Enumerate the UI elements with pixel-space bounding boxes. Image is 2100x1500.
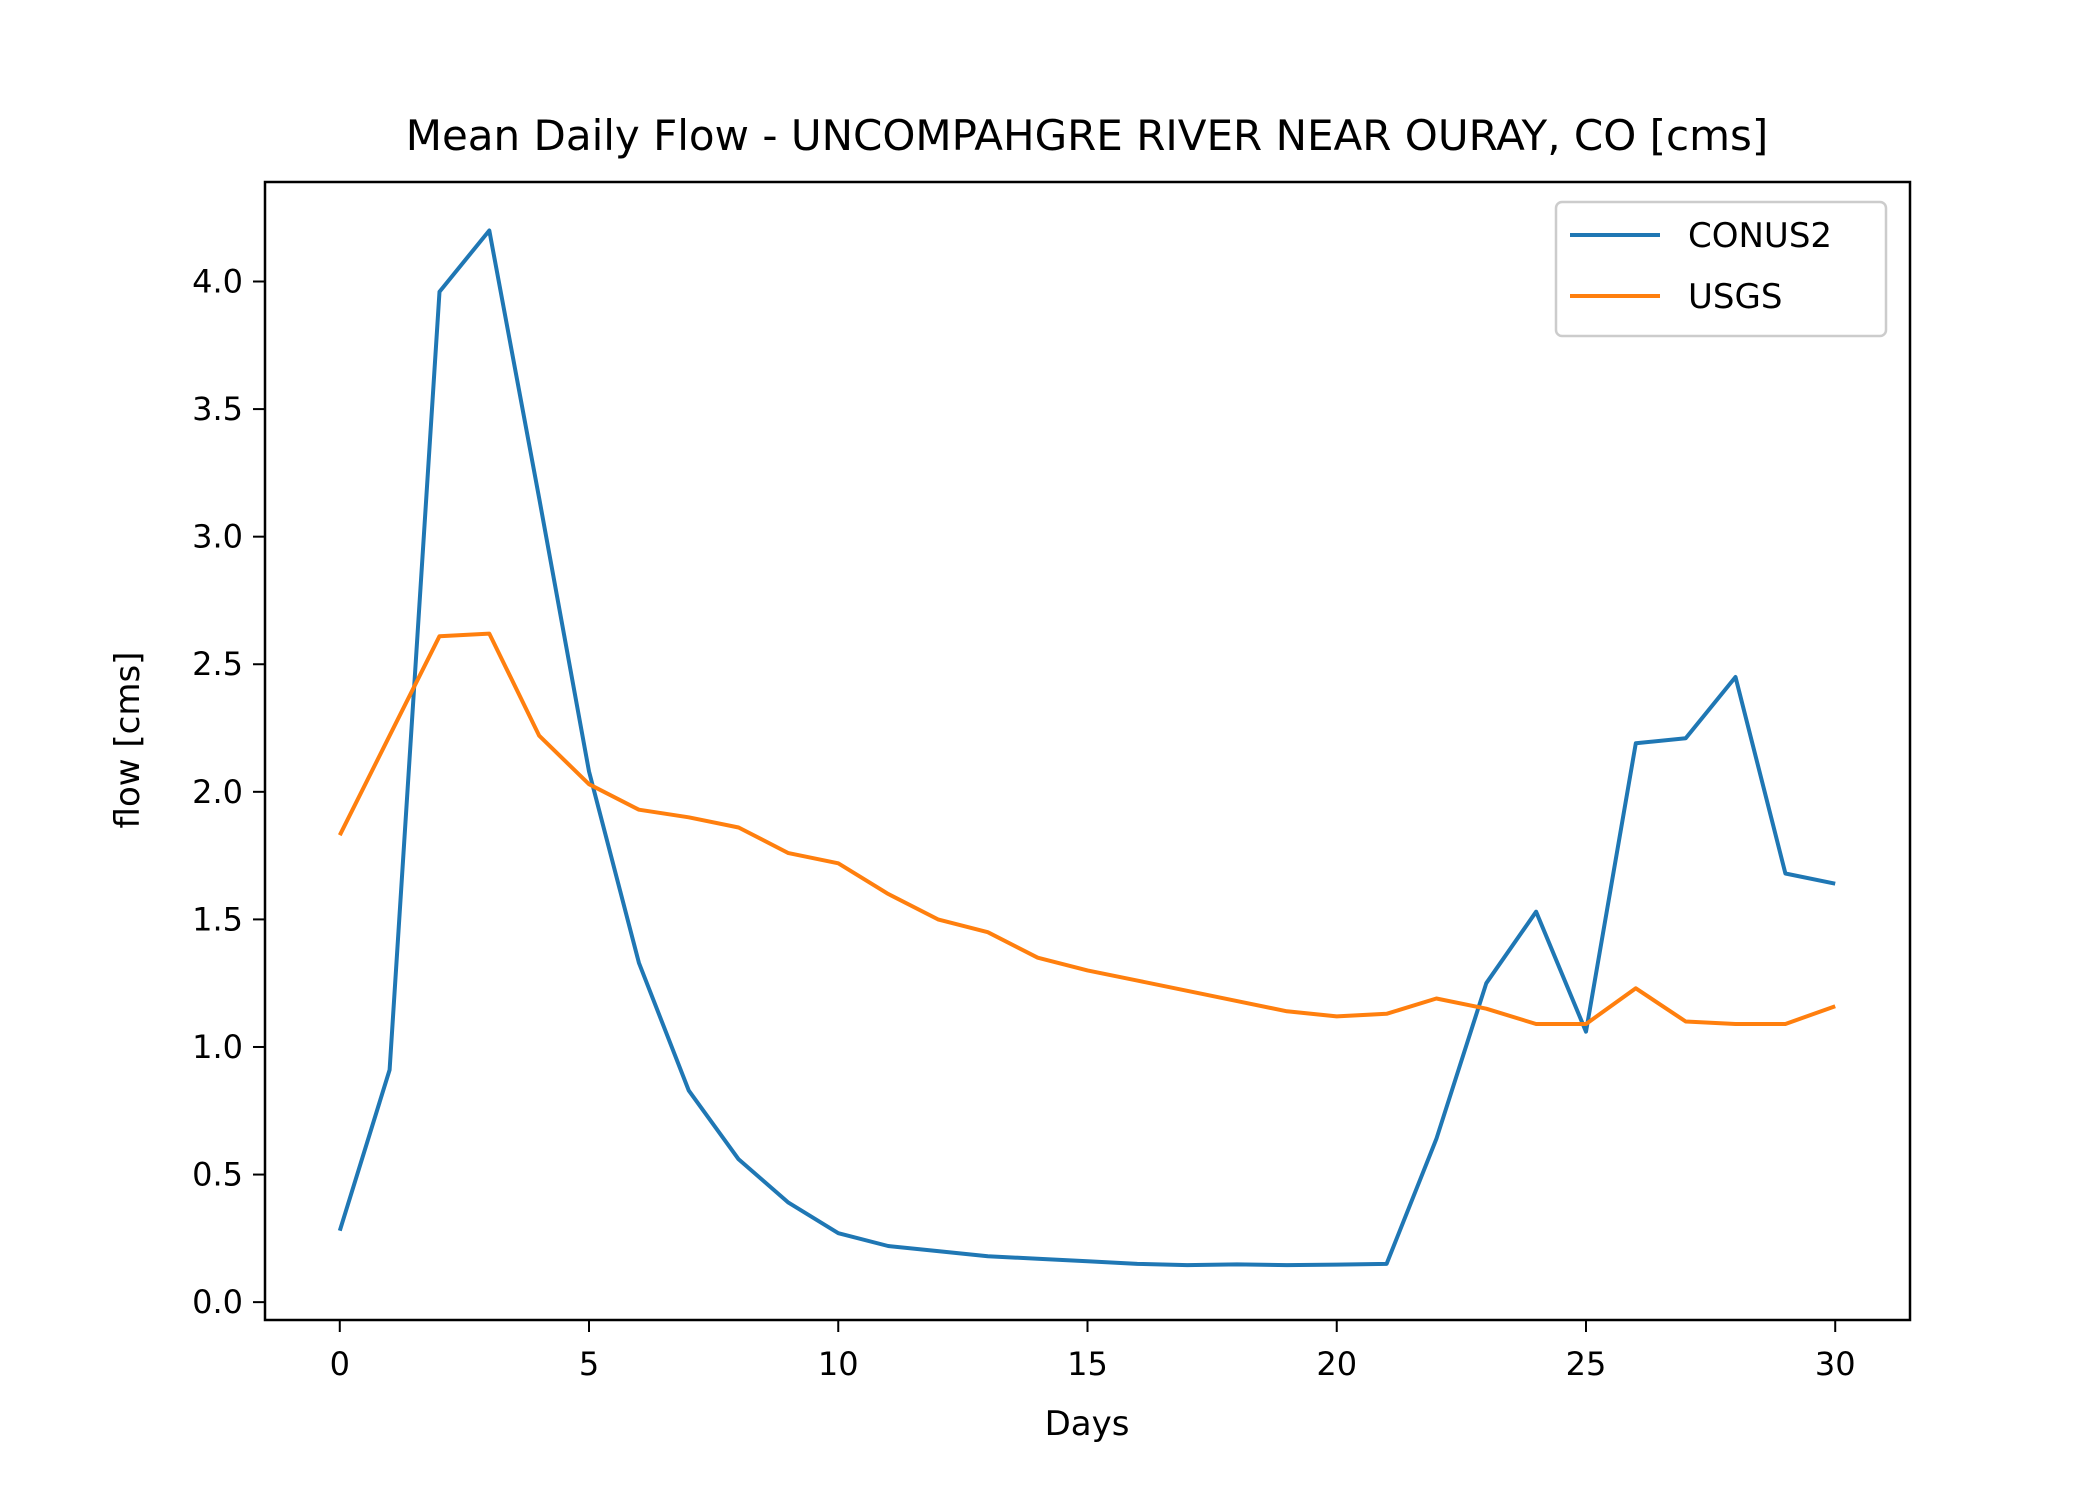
y-tick-label: 1.0 <box>192 1028 243 1066</box>
chart-title: Mean Daily Flow - UNCOMPAHGRE RIVER NEAR… <box>406 111 1769 160</box>
series-line-conus2 <box>337 228 1836 1268</box>
x-tick-label: 5 <box>579 1345 599 1383</box>
x-axis-label: Days <box>1045 1404 1130 1444</box>
x-tick-label: 20 <box>1316 1345 1357 1383</box>
y-tick-label: 4.0 <box>192 263 243 301</box>
legend: CONUS2 USGS <box>1554 200 1888 338</box>
x-tick-label: 15 <box>1067 1345 1108 1383</box>
y-tick-label: 2.0 <box>192 773 243 811</box>
x-tick-label: 25 <box>1566 1345 1607 1383</box>
y-tick-label: 3.5 <box>192 390 243 428</box>
y-tick-label: 2.5 <box>192 645 243 683</box>
x-tick-label: 30 <box>1815 1345 1856 1383</box>
y-axis-label: flow [cms] <box>108 652 148 829</box>
legend-label-usgs: USGS <box>1688 277 1782 317</box>
y-tick-label: 1.5 <box>192 900 243 938</box>
x-axis-ticks: 0 5 10 15 20 25 30 <box>330 1320 1856 1383</box>
x-tick-label: 0 <box>330 1345 350 1383</box>
series-line-usgs <box>338 631 1836 1026</box>
x-tick-label: 10 <box>818 1345 859 1383</box>
y-tick-label: 3.0 <box>192 518 243 556</box>
y-tick-label: 0.0 <box>192 1283 243 1321</box>
y-tick-label: 0.5 <box>192 1156 243 1194</box>
y-axis-ticks: 0.0 0.5 1.0 1.5 2.0 2.5 3.0 3.5 4.0 <box>192 263 265 1321</box>
legend-label-conus2: CONUS2 <box>1688 216 1832 256</box>
series-layer <box>337 228 1836 1268</box>
